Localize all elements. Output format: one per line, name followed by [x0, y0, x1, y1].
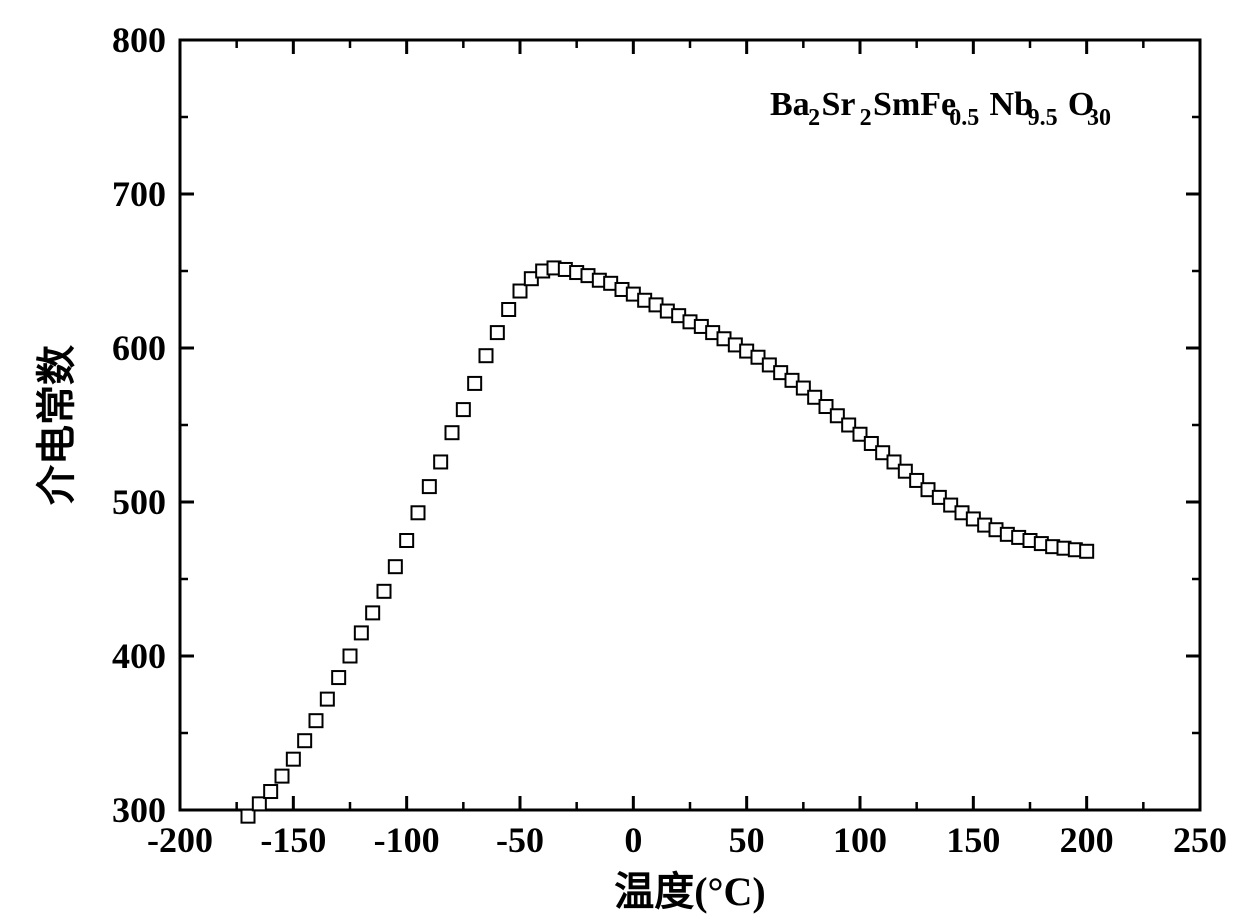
formula-part: SmFe: [873, 86, 956, 123]
data-marker: [366, 606, 379, 619]
x-axis-label: 温度(°C): [614, 869, 766, 914]
y-tick-label: 300: [112, 790, 166, 830]
data-marker: [502, 303, 515, 316]
x-tick-label: -150: [260, 820, 326, 860]
data-marker: [332, 671, 345, 684]
x-tick-label: -100: [374, 820, 440, 860]
formula-sub: 9.5: [1028, 105, 1058, 131]
y-tick-label: 600: [112, 328, 166, 368]
data-marker: [491, 326, 504, 339]
x-tick-label: 250: [1173, 820, 1227, 860]
formula-sub: 2: [860, 105, 872, 131]
x-tick-label: 150: [946, 820, 1000, 860]
data-marker: [412, 506, 425, 519]
formula-part: Sr: [822, 86, 856, 123]
data-marker: [389, 560, 402, 573]
formula-part: Ba: [770, 86, 810, 123]
chart-svg: -200-150-100-500501001502002503004005006…: [0, 0, 1240, 920]
formula-sub: 0.5: [949, 105, 979, 131]
x-tick-label: -50: [496, 820, 544, 860]
data-marker: [423, 480, 436, 493]
data-marker: [514, 285, 527, 298]
formula-sub: 30: [1087, 105, 1111, 131]
x-tick-label: 50: [729, 820, 765, 860]
x-tick-label: 100: [833, 820, 887, 860]
data-marker: [457, 403, 470, 416]
data-marker: [480, 349, 493, 362]
data-marker: [434, 455, 447, 468]
x-tick-label: 0: [624, 820, 642, 860]
data-marker: [264, 785, 277, 798]
data-marker: [344, 650, 357, 663]
formula-sub: 2: [808, 105, 820, 131]
data-marker: [468, 377, 481, 390]
data-marker: [355, 626, 368, 639]
y-tick-label: 500: [112, 482, 166, 522]
data-marker: [310, 714, 323, 727]
data-marker: [378, 585, 391, 598]
data-marker: [242, 810, 255, 823]
data-marker: [446, 426, 459, 439]
y-tick-label: 700: [112, 174, 166, 214]
data-marker: [298, 734, 311, 747]
y-axis-label: 介电常数: [34, 345, 79, 505]
formula-part: Nb: [990, 86, 1033, 123]
data-marker: [321, 693, 334, 706]
y-tick-label: 400: [112, 636, 166, 676]
data-marker: [253, 797, 266, 810]
data-marker: [276, 770, 289, 783]
chart-container: -200-150-100-500501001502002503004005006…: [0, 0, 1240, 920]
formula-annotation: Ba2Sr2SmFe0.5Nb9.5O30: [770, 86, 1111, 131]
y-tick-label: 800: [112, 20, 166, 60]
x-tick-label: 200: [1060, 820, 1114, 860]
data-marker: [400, 534, 413, 547]
data-marker: [1080, 545, 1093, 558]
data-marker: [287, 753, 300, 766]
